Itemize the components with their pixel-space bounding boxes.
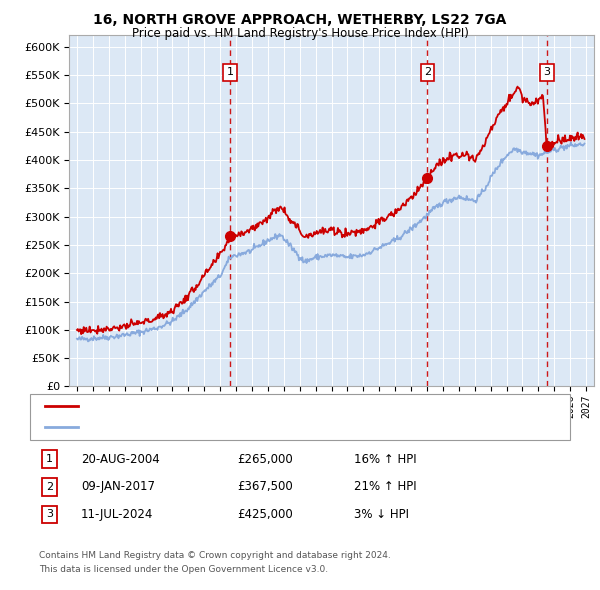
Text: 2: 2 (46, 482, 53, 491)
Text: £425,000: £425,000 (237, 508, 293, 521)
Text: 11-JUL-2024: 11-JUL-2024 (81, 508, 154, 521)
Text: This data is licensed under the Open Government Licence v3.0.: This data is licensed under the Open Gov… (39, 565, 328, 574)
Text: HPI: Average price, detached house, Leeds: HPI: Average price, detached house, Leed… (84, 422, 307, 432)
Text: 2: 2 (424, 67, 431, 77)
Text: 1: 1 (46, 454, 53, 464)
Text: 1: 1 (227, 67, 234, 77)
Text: Contains HM Land Registry data © Crown copyright and database right 2024.: Contains HM Land Registry data © Crown c… (39, 551, 391, 560)
Text: 3% ↓ HPI: 3% ↓ HPI (354, 508, 409, 521)
Text: £265,000: £265,000 (237, 453, 293, 466)
Text: 21% ↑ HPI: 21% ↑ HPI (354, 480, 416, 493)
Text: 16, NORTH GROVE APPROACH, WETHERBY, LS22 7GA (detached house): 16, NORTH GROVE APPROACH, WETHERBY, LS22… (84, 401, 457, 411)
Text: 16, NORTH GROVE APPROACH, WETHERBY, LS22 7GA: 16, NORTH GROVE APPROACH, WETHERBY, LS22… (94, 13, 506, 27)
Text: 20-AUG-2004: 20-AUG-2004 (81, 453, 160, 466)
Text: Price paid vs. HM Land Registry's House Price Index (HPI): Price paid vs. HM Land Registry's House … (131, 27, 469, 40)
Text: 09-JAN-2017: 09-JAN-2017 (81, 480, 155, 493)
Text: 3: 3 (543, 67, 550, 77)
Text: £367,500: £367,500 (237, 480, 293, 493)
Text: 16% ↑ HPI: 16% ↑ HPI (354, 453, 416, 466)
Text: 3: 3 (46, 510, 53, 519)
